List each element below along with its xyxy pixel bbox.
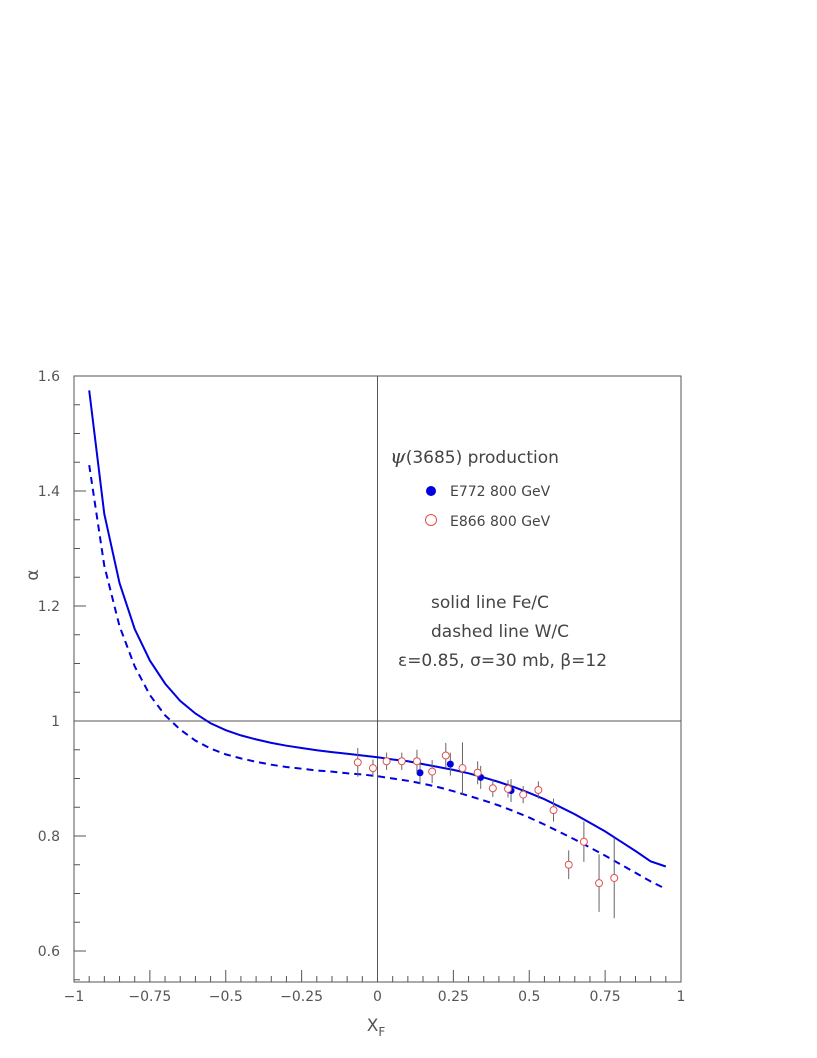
e866-data-point <box>504 784 513 793</box>
axis-ticks: −1 −0.75 −0.5 −0.25 0 0.25 0.5 0.75 1 0.6 0.8 1 1.2 1… <box>38 369 686 1005</box>
legend-e772-marker <box>426 486 436 496</box>
x-tick-label: 0 <box>373 989 382 1005</box>
e866-data-point <box>579 837 588 846</box>
x-axis-title: XF <box>367 1016 386 1039</box>
y-tick-label: 0.8 <box>38 829 60 845</box>
y-tick-label: 1 <box>51 714 60 730</box>
e772-data-point <box>446 760 454 768</box>
e866-data-point <box>382 757 391 766</box>
x-tick-label: −0.5 <box>209 989 243 1005</box>
e866-data-point <box>488 784 497 793</box>
y-tick-label: 1.4 <box>38 484 60 500</box>
e866-data-point <box>519 790 528 799</box>
e866-data-point <box>549 806 558 815</box>
y-axis-title: α <box>23 569 43 580</box>
annotation-parameters: ε=0.85, σ=30 mb, β=12 <box>398 651 607 671</box>
annotation-title: ψ(3685) production <box>390 444 559 468</box>
y-tick-label: 1.6 <box>38 369 60 385</box>
curve-fe-c <box>88 390 667 868</box>
y-tick-label: 0.6 <box>38 944 60 960</box>
data-points <box>353 742 619 919</box>
x-axis-title-subscript: F <box>378 1025 385 1039</box>
e866-data-point <box>458 764 467 773</box>
annotation-solid-line: solid line Fe/C <box>431 593 549 613</box>
x-tick-label: 1 <box>677 989 686 1005</box>
e866-data-point <box>397 757 406 766</box>
legend-e866-label: E866 800 GeV <box>450 514 551 530</box>
x-tick-label: −0.25 <box>280 989 323 1005</box>
x-tick-label: 0.25 <box>438 989 469 1005</box>
legend: E772 800 GeV E866 800 GeV <box>425 484 551 530</box>
e866-data-point <box>473 768 482 777</box>
e866-data-point <box>564 860 573 869</box>
x-tick-label: 0.5 <box>518 989 540 1005</box>
legend-e772-label: E772 800 GeV <box>450 484 551 500</box>
e866-data-point <box>428 767 437 776</box>
e866-data-point <box>595 879 604 888</box>
e866-data-point <box>353 758 362 767</box>
e866-data-point <box>368 764 377 773</box>
x-tick-label: 0.75 <box>590 989 621 1005</box>
y-tick-label: 1.2 <box>38 599 60 615</box>
e866-data-point <box>610 873 619 882</box>
e866-data-point <box>534 786 543 794</box>
reference-lines <box>74 376 681 982</box>
curve-w-c <box>88 464 667 890</box>
legend-e866-marker <box>425 514 437 526</box>
annotation-dashed-line: dashed line W/C <box>431 622 569 642</box>
x-tick-label: −0.75 <box>128 989 171 1005</box>
e866-data-point <box>412 757 421 766</box>
model-curves <box>88 390 667 890</box>
x-tick-label: −1 <box>64 989 85 1005</box>
e866-data-point <box>441 751 450 760</box>
e772-data-point <box>416 769 424 777</box>
